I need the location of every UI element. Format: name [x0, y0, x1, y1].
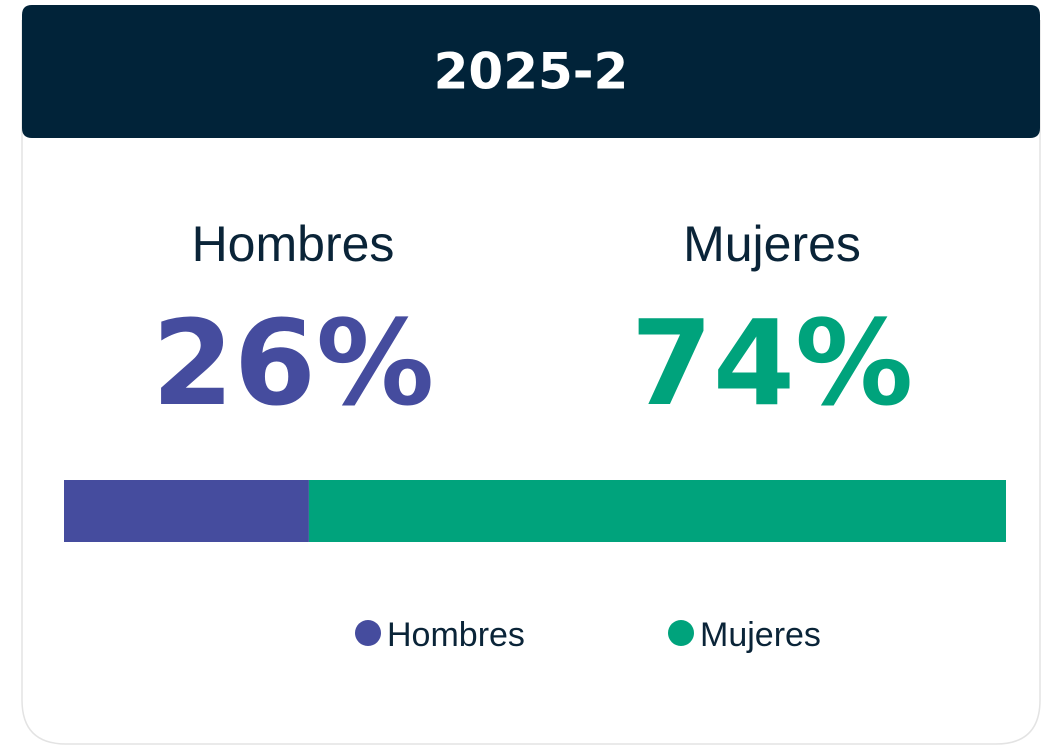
series-heading: Mujeres [683, 216, 861, 272]
bar-segment [64, 480, 309, 542]
series-heading: Hombres [192, 216, 395, 272]
legend-label: Mujeres [700, 616, 821, 654]
legend-swatch [668, 620, 694, 646]
chart-title: 2025-2 [434, 43, 629, 101]
value-label: 74% [631, 294, 913, 432]
bar-segment [308, 480, 1006, 542]
legend-swatch [355, 620, 381, 646]
header [22, 5, 1040, 138]
value-label: 26% [152, 294, 434, 432]
legend-label: Hombres [387, 616, 525, 654]
card [21, 20, 1041, 745]
